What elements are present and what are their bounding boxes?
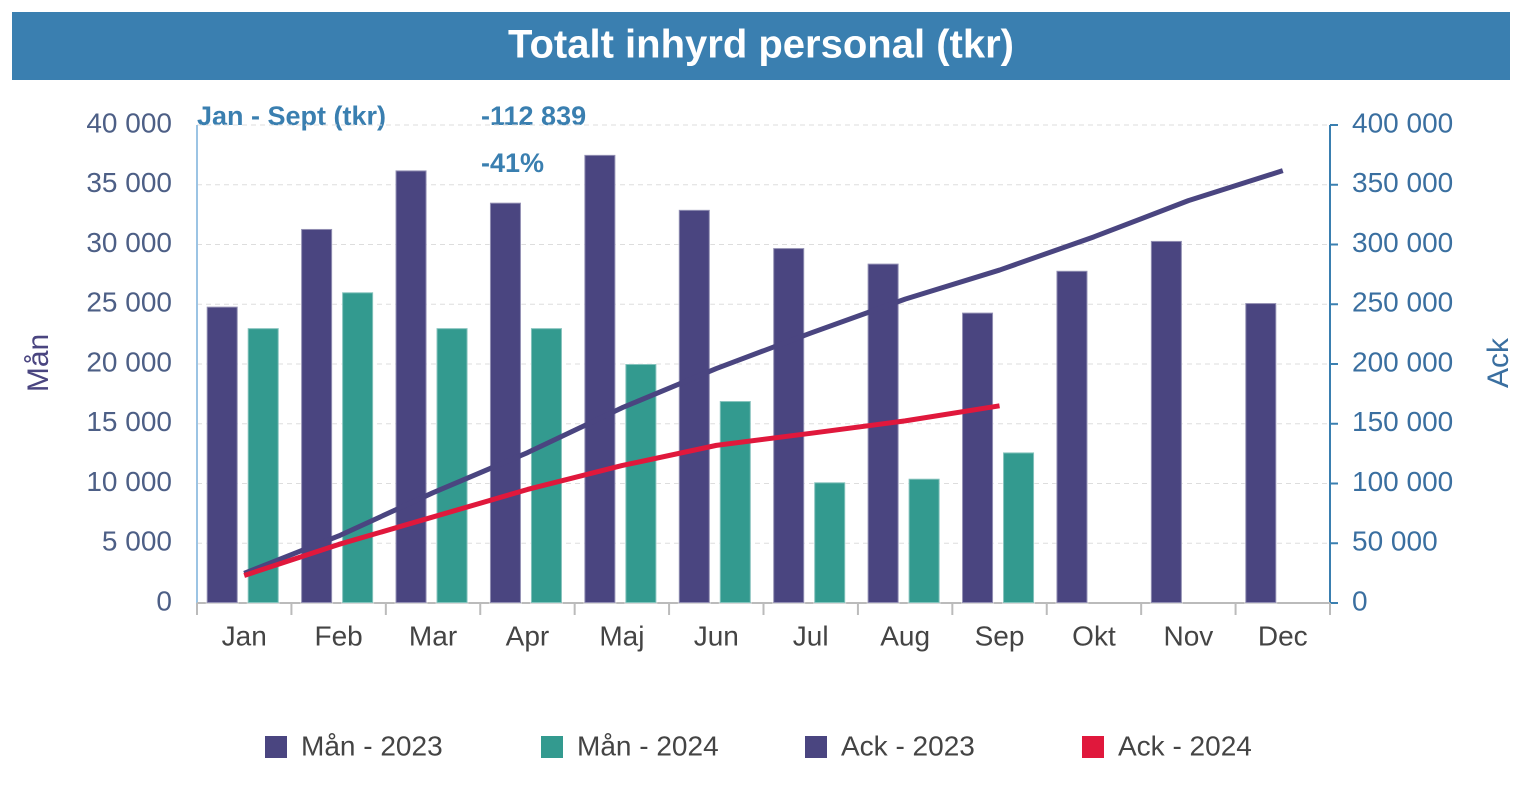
bar <box>529 327 563 604</box>
bar <box>583 153 617 604</box>
y2-tick-label: 400 000 <box>1352 107 1453 138</box>
bar <box>205 305 239 604</box>
x-tick-label: Okt <box>1072 620 1116 651</box>
x-tick-label: Nov <box>1163 620 1213 651</box>
legend-swatch <box>265 736 287 758</box>
legend-swatch <box>541 736 563 758</box>
y2-tick-label: 50 000 <box>1352 526 1438 557</box>
y-tick-label: 10 000 <box>86 466 172 497</box>
x-tick-label: Mar <box>409 620 457 651</box>
y-tick-label: 25 000 <box>86 287 172 318</box>
y-tick-label: 30 000 <box>86 227 172 258</box>
x-tick-label: Jan <box>222 620 267 651</box>
y-axis-title: Mån <box>22 334 55 392</box>
bar <box>1002 451 1036 604</box>
y-tick-label: 0 <box>156 585 172 616</box>
annotation: Jan - Sept (tkr) <box>197 101 386 131</box>
y-tick-label: 15 000 <box>86 406 172 437</box>
y-tick-label: 35 000 <box>86 167 172 198</box>
bar <box>341 291 375 604</box>
y2-axis-title: Ack <box>1482 337 1515 388</box>
y-tick-label: 5 000 <box>102 526 172 557</box>
legend-swatch <box>1082 736 1104 758</box>
y2-tick-label: 200 000 <box>1352 346 1453 377</box>
x-tick-label: Apr <box>506 620 550 651</box>
x-tick-label: Sep <box>975 620 1025 651</box>
bar <box>772 247 806 605</box>
bar <box>866 262 900 604</box>
line <box>243 403 1000 578</box>
bar <box>1149 239 1183 604</box>
x-tick-label: Jun <box>694 620 739 651</box>
legend-label: Mån - 2024 <box>577 730 719 761</box>
bar <box>907 477 941 604</box>
y-tick-label: 40 000 <box>86 107 172 138</box>
chart-title: Totalt inhyrd personal (tkr) <box>508 23 1014 67</box>
x-tick-label: Jul <box>793 620 829 651</box>
bar <box>961 311 995 604</box>
bar <box>394 169 428 604</box>
x-tick-label: Aug <box>880 620 930 651</box>
bar <box>677 208 711 604</box>
y2-tick-label: 250 000 <box>1352 287 1453 318</box>
bar <box>718 400 752 605</box>
annotation: -112 839 <box>481 101 586 131</box>
y2-tick-label: 150 000 <box>1352 406 1453 437</box>
bar <box>488 201 522 605</box>
line <box>243 168 1284 576</box>
y2-tick-label: 100 000 <box>1352 466 1453 497</box>
legend-swatch <box>805 736 827 758</box>
legend-label: Ack - 2023 <box>841 730 975 761</box>
bar <box>435 327 469 604</box>
y2-tick-label: 350 000 <box>1352 167 1453 198</box>
y2-tick-label: 300 000 <box>1352 227 1453 258</box>
y2-tick-label: 0 <box>1352 585 1368 616</box>
bar <box>246 327 280 604</box>
x-tick-label: Dec <box>1258 620 1308 651</box>
y-tick-label: 20 000 <box>86 346 172 377</box>
bar <box>1055 269 1089 604</box>
bar <box>813 481 847 604</box>
x-tick-label: Feb <box>315 620 363 651</box>
legend-label: Ack - 2024 <box>1118 730 1252 761</box>
annotation: -41% <box>481 148 544 178</box>
x-tick-label: Maj <box>599 620 644 651</box>
legend-label: Mån - 2023 <box>301 730 443 761</box>
bar <box>1244 302 1278 604</box>
title-bar <box>12 12 1510 80</box>
